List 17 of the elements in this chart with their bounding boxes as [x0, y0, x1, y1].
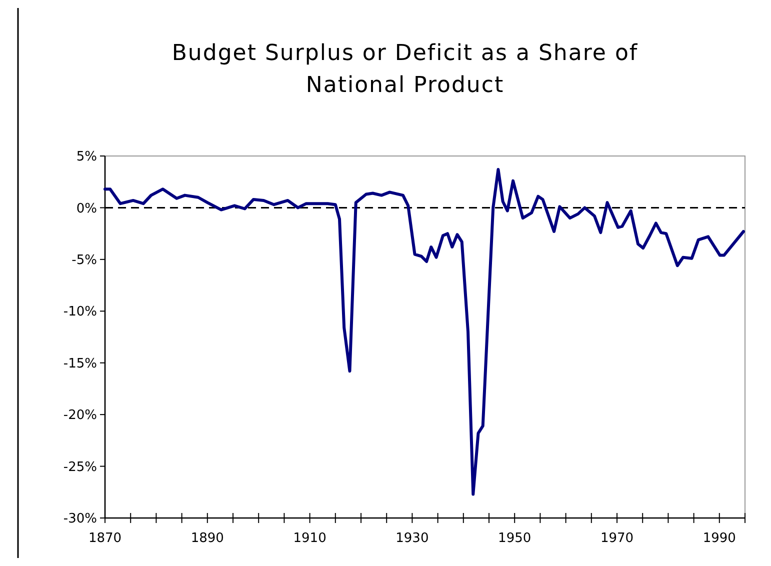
y-tick-label: -10% — [63, 304, 97, 320]
x-tick-label: 1890 — [190, 531, 224, 546]
chart-title: Budget Surplus or Deficit as a Share of National Product — [172, 41, 638, 98]
y-tick-label: -25% — [63, 460, 97, 475]
y-tick-label: -5% — [72, 252, 97, 268]
y-tick-label: 0% — [76, 201, 97, 216]
y-tick-label: -20% — [63, 408, 97, 424]
y-tick-label: -30% — [63, 512, 97, 527]
x-tick-label: 1870 — [88, 531, 122, 546]
x-tick-label: 1970 — [600, 531, 634, 546]
x-tick-label: 1930 — [396, 531, 429, 546]
x-tick-label: 1910 — [293, 531, 326, 546]
line-series — [104, 168, 745, 496]
y-tick-label: -15% — [63, 356, 97, 372]
x-tick-label: 1950 — [498, 531, 532, 546]
y-tick-label: 5% — [76, 150, 97, 165]
x-tick-label: 1990 — [702, 531, 736, 546]
